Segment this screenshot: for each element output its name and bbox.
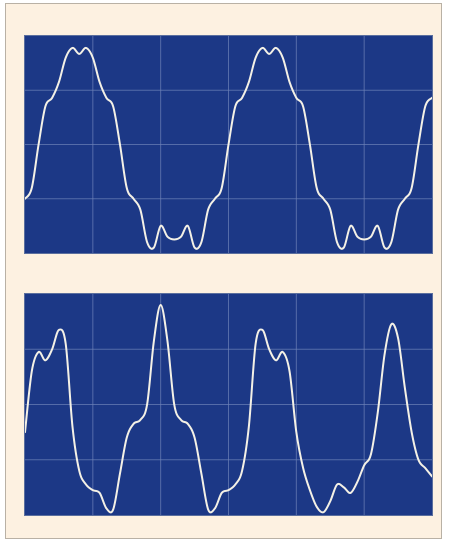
oscilloscope-screen-top [24,35,433,254]
waveform-chart-bottom [25,294,432,515]
grid-top [25,36,432,253]
oscilloscope-screen-bottom [24,293,433,516]
waveform-chart-top [25,36,432,253]
waveform-trace-bottom [25,304,432,514]
grid-bottom [25,294,432,515]
waveform-trace-top [25,46,432,250]
